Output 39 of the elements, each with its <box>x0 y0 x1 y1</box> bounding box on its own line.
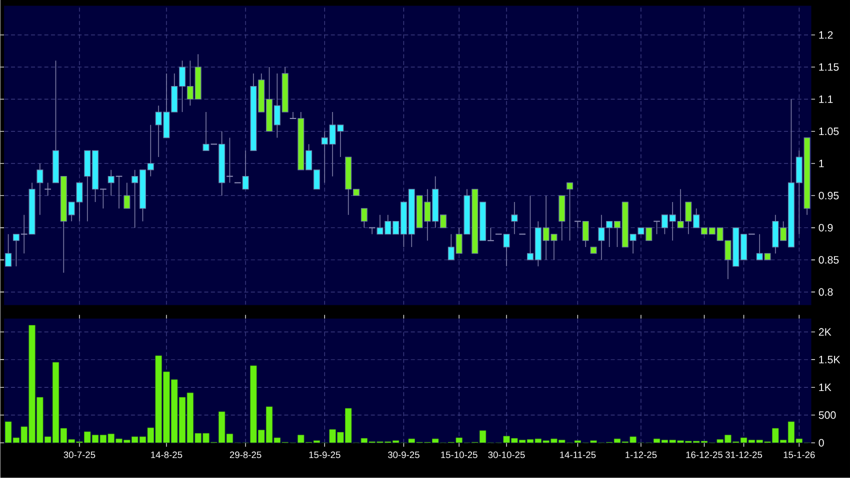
y-tick-label: 2K <box>818 328 832 336</box>
y-tick-label: 1.15 <box>819 63 839 71</box>
candlestick <box>487 227 494 242</box>
candlestick <box>36 163 44 216</box>
x-tick-label: 30-7-25 <box>64 452 96 458</box>
candlestick <box>360 208 368 228</box>
x-tick-label: 1-12-25 <box>626 452 657 458</box>
candlestick <box>20 214 28 254</box>
candlestick <box>653 220 660 235</box>
candlestick <box>566 182 574 242</box>
y-tick-label: 0.95 <box>818 192 839 200</box>
x-tick-label: 16-12-25 <box>686 452 723 458</box>
y-tick-label: 1 <box>819 160 824 168</box>
y-tick-label: 1K <box>819 384 832 392</box>
x-tick-label: 31-12-25 <box>725 452 762 458</box>
candlestick <box>124 182 130 209</box>
x-tick-label: 14-8-25 <box>151 452 182 458</box>
y-tick-label: 0.8 <box>818 288 833 296</box>
y-tick-label: 0.85 <box>818 256 839 264</box>
y-tick-label: 1.1 <box>819 96 833 103</box>
candlestick <box>44 182 52 196</box>
y-tick-label: 0.9 <box>818 224 833 232</box>
x-tick-label: 15-1-26 <box>784 452 815 458</box>
y-tick-label: 1.2 <box>819 31 833 39</box>
y-tick-label: 1.05 <box>819 128 839 136</box>
x-tick-label: 15-10-25 <box>441 452 478 458</box>
candlestick <box>100 188 107 209</box>
x-tick-label: 15-9-25 <box>309 452 340 458</box>
x-tick-label: 30-9-25 <box>388 452 420 458</box>
candlestick <box>511 202 518 235</box>
x-tick-label: 29-8-25 <box>230 452 262 458</box>
x-tick-label: 30-10-25 <box>488 452 525 458</box>
y-tick-label: 500 <box>818 411 836 419</box>
candlestick <box>368 227 376 235</box>
y-tick-label: 0 <box>818 439 824 447</box>
candlestick <box>226 137 234 184</box>
bar <box>202 433 210 443</box>
y-tick-label: 1.5K <box>819 356 840 364</box>
x-tick-label: 14-11-25 <box>560 452 596 458</box>
